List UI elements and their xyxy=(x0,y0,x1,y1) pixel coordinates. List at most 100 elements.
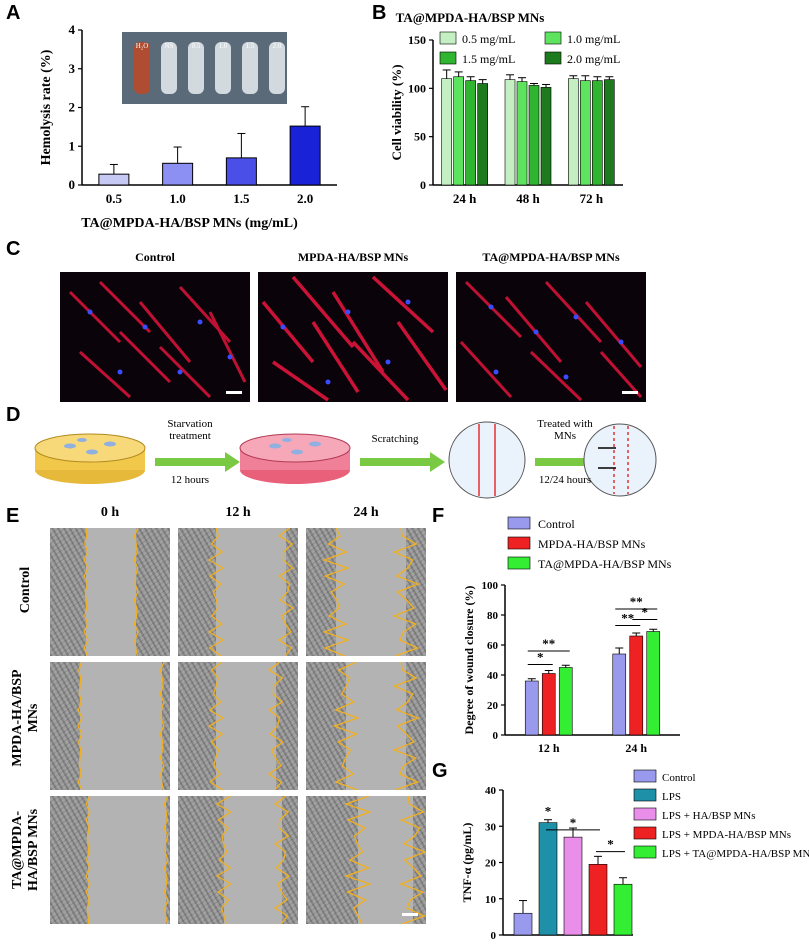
col-header-24h: 24 h xyxy=(353,505,379,520)
wound-edge-outline xyxy=(322,528,420,656)
y-tick-label: 40 xyxy=(485,785,497,797)
y-tick-label: 1 xyxy=(69,138,76,153)
wound-edge-outline xyxy=(83,528,139,656)
wound-edge-outline xyxy=(344,796,426,924)
y-tick-label: 60 xyxy=(487,640,499,652)
legend-entry: 1.0 mg/mL xyxy=(567,32,620,46)
bar xyxy=(568,78,579,186)
significance-mark: ** xyxy=(630,594,643,609)
tube-label: 2.0 xyxy=(273,42,282,50)
bar xyxy=(441,78,452,186)
panel-label-d: D xyxy=(6,404,21,426)
panel-label-f: F xyxy=(432,505,445,527)
tube-label: NS xyxy=(165,42,174,50)
wound-image xyxy=(178,528,298,656)
wound-edge xyxy=(85,796,91,924)
wound-gap xyxy=(336,528,406,656)
wound-edge xyxy=(163,796,169,924)
row-line: MNs xyxy=(26,703,41,733)
bar xyxy=(563,836,583,936)
wound-edge xyxy=(207,528,225,656)
y-tick-label: 80 xyxy=(487,610,499,622)
legend-entry: TA@MPDA-HA/BSP MNs xyxy=(538,557,672,571)
circle-treated xyxy=(583,423,657,497)
x-tick-label: 0.5 xyxy=(106,191,123,206)
hemolysis-chart: 0 1 2 3 4 Hemolysis rate (%) H₂O NS 0.5 1.0 1.5 2.0… xyxy=(39,22,337,231)
row-line: MPDA-HA/BSP xyxy=(10,669,25,767)
panel-label-c: C xyxy=(6,238,21,260)
legend-entry: LPS + TA@MPDA-HA/BSP MNs xyxy=(662,848,809,860)
legend-entry: LPS + MPDA-HA/BSP MNs xyxy=(662,829,791,841)
wound-closure-chart: 0 20 40 60 80 100 Degree of wound closure (%) C… xyxy=(462,516,680,755)
bar xyxy=(477,83,488,186)
tube-label: 1.5 xyxy=(246,42,255,50)
legend-swatch xyxy=(439,31,457,45)
bar xyxy=(465,80,476,186)
row-label-control: Control xyxy=(18,530,34,650)
legend-entry: Control xyxy=(662,772,696,784)
significance-mark: ** xyxy=(542,636,555,651)
legend-swatch xyxy=(544,51,562,65)
step1-label: Starvation treatment xyxy=(167,418,213,442)
bar xyxy=(604,79,615,186)
legend-swatch xyxy=(507,536,531,550)
x-tick-label: 72 h xyxy=(580,191,604,206)
y-tick-label: 0 xyxy=(493,730,499,742)
bar xyxy=(612,653,627,736)
legend-swatch xyxy=(507,516,531,530)
caption-ta-mpda: TA@MPDA-HA/BSP MNs xyxy=(482,250,620,264)
tube-label: 0.5 xyxy=(192,42,201,50)
legend-entry: Control xyxy=(538,517,575,531)
bar xyxy=(558,667,573,736)
x-tick-label: 2.0 xyxy=(297,191,313,206)
wound-edge xyxy=(83,528,89,656)
significance-mark: * xyxy=(607,837,614,852)
y-tick-label: 40 xyxy=(487,670,499,682)
bar xyxy=(504,79,516,186)
row-label-ta-mpda: TA@MPDA- HA/BSP MNs xyxy=(10,785,42,915)
wound-image xyxy=(178,662,298,790)
y-tick-label: 30 xyxy=(485,821,497,833)
legend-entry: 2.0 mg/mL xyxy=(567,52,620,66)
wound-image xyxy=(306,528,426,656)
wound-image xyxy=(306,662,426,790)
bar xyxy=(524,680,539,736)
wound-edge-outline xyxy=(207,528,295,656)
wound-image xyxy=(50,662,170,790)
tube-label: H₂O xyxy=(136,42,149,50)
wound-edge xyxy=(133,528,139,656)
scratch-assay-schematic xyxy=(34,421,657,499)
wound-edge xyxy=(273,796,291,924)
bar xyxy=(538,822,558,936)
tube xyxy=(242,42,258,94)
wound-gap xyxy=(346,662,406,790)
y-tick-label: 150 xyxy=(408,33,426,47)
x-tick-label: 1.0 xyxy=(170,191,186,206)
col-header-12h: 12 h xyxy=(225,505,251,520)
bar xyxy=(225,157,257,186)
bar xyxy=(528,85,540,186)
wound-edge xyxy=(322,528,351,656)
legend-swatch xyxy=(507,556,531,570)
wound-edge-outline xyxy=(215,796,291,924)
wound-edge xyxy=(207,662,225,790)
legend-swatch xyxy=(544,31,562,45)
tube xyxy=(215,42,231,94)
y-axis-label: TNF-α (pg/mL) xyxy=(460,823,474,903)
bar xyxy=(580,80,591,186)
panel-label-e: E xyxy=(6,505,20,527)
legend-swatch xyxy=(633,769,657,783)
wound-image xyxy=(178,796,298,924)
wound-gap xyxy=(80,662,162,790)
row-line: HA/BSP MNs xyxy=(26,808,41,892)
legend-entry: MPDA-HA/BSP MNs xyxy=(538,537,646,551)
legend-swatch xyxy=(633,788,657,802)
dish-yellow xyxy=(34,433,146,484)
step3-label: Treated with MNs xyxy=(537,418,593,442)
legend-swatch xyxy=(633,826,657,840)
y-tick-label: 10 xyxy=(485,894,497,906)
legend-swatch xyxy=(439,51,457,65)
bar xyxy=(646,631,661,736)
bar xyxy=(516,81,528,186)
y-tick-label: 100 xyxy=(482,580,499,592)
